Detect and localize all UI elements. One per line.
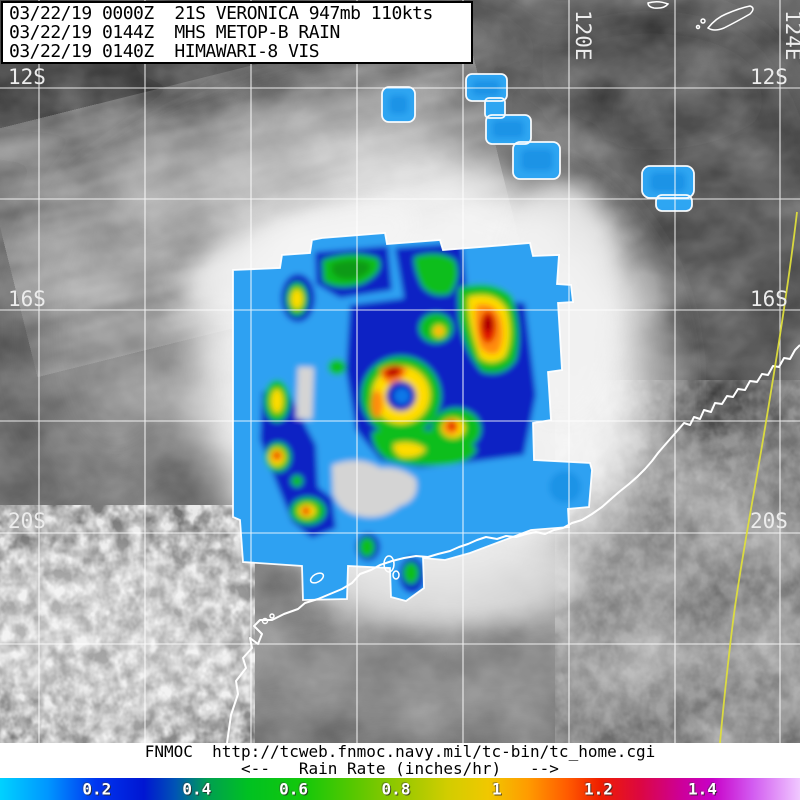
rain-patch-c <box>641 165 695 212</box>
lon-label-120e: 120E <box>571 10 595 61</box>
cloud-speckle-right <box>555 380 800 743</box>
island-outlines <box>261 0 754 625</box>
lon-label-124e: 124E <box>781 10 800 61</box>
rain-data-gaps <box>296 366 417 518</box>
colorbar-tick: 1.2 <box>583 779 613 799</box>
legend-footer: FNMOC http://tcweb.fnmoc.navy.mil/tc-bin… <box>0 743 800 800</box>
lat-label-16s-left: 16S <box>8 287 46 311</box>
title-box: 03/22/19 0000Z 21S VERONICA 947mb 110kts… <box>1 1 473 64</box>
popcorn-cumulus-field <box>0 505 255 743</box>
grid-labels: 12S 12S 16S 16S 20S 20S 120E 124E <box>8 10 800 533</box>
colorbar-tick: 1 <box>491 779 502 799</box>
rain-rate-legend-title: <-- Rain Rate (inches/hr) --> <box>241 759 559 778</box>
title-line-storm: 03/22/19 0000Z 21S VERONICA 947mb 110kts <box>9 3 433 24</box>
satellite-track-line <box>719 211 798 743</box>
title-line-microwave: 03/22/19 0144Z MHS METOP-B RAIN <box>9 22 340 43</box>
colorbar-tick: 0.8 <box>381 779 411 799</box>
colorbar-tick: 0.6 <box>279 779 309 799</box>
rain-patch-a <box>381 86 416 123</box>
latlon-gridlines <box>0 0 800 743</box>
lat-label-12s-left: 12S <box>8 65 46 89</box>
colorbar-gradient: 0.2 0.4 0.6 0.8 1 1.2 1.4 <box>0 778 800 800</box>
map-annotation-layer: 12S 12S 16S 16S 20S 20S 120E 124E <box>0 0 800 743</box>
coastline <box>226 344 800 743</box>
fnmoc-source-url: FNMOC http://tcweb.fnmoc.navy.mil/tc-bin… <box>144 742 656 761</box>
lat-label-16s-right: 16S <box>750 287 788 311</box>
lat-label-12s-right: 12S <box>750 65 788 89</box>
lat-label-20s-right: 20S <box>750 509 788 533</box>
title-line-visible: 03/22/19 0140Z HIMAWARI-8 VIS <box>9 41 320 62</box>
storm-eye <box>386 381 416 411</box>
lat-label-20s-left: 20S <box>8 509 46 533</box>
colorbar-tick: 0.2 <box>82 779 112 799</box>
colorbar-tick: 0.4 <box>182 779 212 799</box>
satellite-image-area: 12S 12S 16S 16S 20S 20S 120E 124E 03/22/… <box>0 0 800 743</box>
colorbar-tick: 1.4 <box>687 779 717 799</box>
